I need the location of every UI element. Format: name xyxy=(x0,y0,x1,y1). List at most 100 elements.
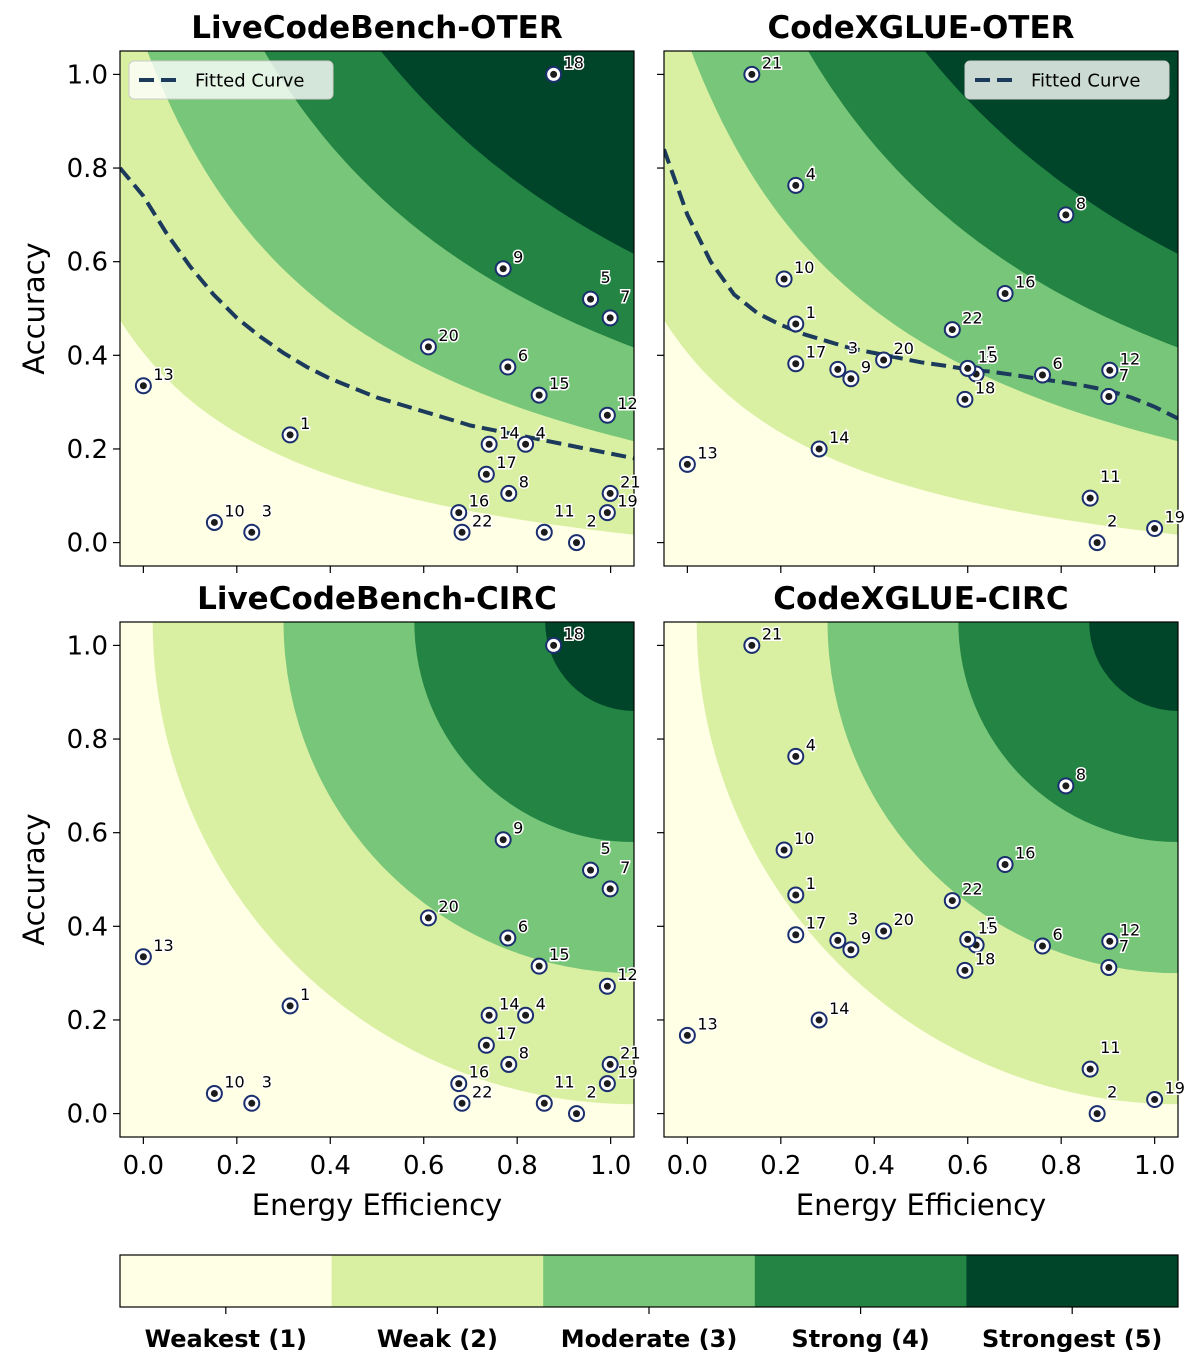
y-tick-label: 1.0 xyxy=(67,60,108,90)
data-point-label: 1 xyxy=(806,303,816,322)
data-point-label: 17 xyxy=(496,453,516,472)
data-point-label: 3 xyxy=(848,909,858,928)
data-point-label: 8 xyxy=(1076,194,1086,213)
data-point: 16 xyxy=(450,490,491,522)
data-point: 17 xyxy=(787,912,828,944)
data-point: 16 xyxy=(450,1061,491,1093)
data-point-label: 10 xyxy=(794,258,814,277)
data-point: 2 xyxy=(1088,1081,1119,1123)
data-point-core xyxy=(424,914,432,922)
colorbar: Weakest (1) Weak (2) Moderate (3) Strong (4… xyxy=(119,1254,1179,1353)
data-point: 1 xyxy=(787,301,817,333)
data-point-core xyxy=(139,382,147,390)
data-point-label: 5 xyxy=(601,839,611,858)
axes-frame xyxy=(119,621,635,1138)
data-point-core xyxy=(792,320,800,328)
panel-title: LiveCodeBench-CIRC xyxy=(197,581,557,617)
data-point-core xyxy=(482,470,490,478)
x-tick-label: 0.4 xyxy=(310,1151,351,1181)
data-point-label: 4 xyxy=(536,994,546,1013)
x-tick-label: 0.8 xyxy=(1041,1151,1082,1181)
colorbar-segment xyxy=(754,1255,967,1307)
data-point-core xyxy=(606,314,614,322)
data-point-core xyxy=(587,866,595,874)
data-point-label: 13 xyxy=(697,1014,717,1033)
level-regions xyxy=(664,51,1178,566)
data-point-core xyxy=(683,1031,691,1039)
data-point-core xyxy=(964,935,972,943)
colorbar-segment xyxy=(543,1255,756,1307)
data-point-label: 14 xyxy=(829,999,849,1018)
data-point-core xyxy=(792,181,800,189)
data-point-label: 21 xyxy=(762,624,782,643)
panel-2: CodeXGLUE-OTER12345678910111213141516171… xyxy=(657,10,1186,573)
data-point: 9 xyxy=(842,356,873,388)
level-regions xyxy=(664,622,1178,1137)
data-point-label: 10 xyxy=(224,501,244,520)
data-point: 5 xyxy=(582,838,612,879)
data-point-label: 4 xyxy=(806,735,816,754)
data-point-core xyxy=(505,489,513,497)
data-point-label: 14 xyxy=(499,994,519,1013)
data-point-core xyxy=(535,962,543,970)
data-point-core xyxy=(606,1060,614,1068)
data-point-core xyxy=(1106,937,1114,945)
data-point-core xyxy=(748,70,756,78)
data-point-label: 9 xyxy=(861,929,871,948)
data-point-core xyxy=(550,70,558,78)
x-tick-label: 0.2 xyxy=(216,1151,257,1181)
data-point-label: 14 xyxy=(829,428,849,447)
data-point: 3 xyxy=(829,337,860,378)
data-point-label: 15 xyxy=(549,945,569,964)
data-point-core xyxy=(1001,290,1009,298)
data-point: 10 xyxy=(775,828,816,859)
data-point: 6 xyxy=(499,916,530,947)
data-point-label: 16 xyxy=(1015,844,1035,863)
data-point: 9 xyxy=(842,927,873,959)
data-point-label: 7 xyxy=(620,287,630,306)
data-point-label: 8 xyxy=(1076,765,1086,784)
data-point: 13 xyxy=(134,363,175,395)
data-point: 18 xyxy=(956,948,997,979)
data-point: 1 xyxy=(787,872,817,904)
data-point: 8 xyxy=(1057,763,1088,795)
data-point: 18 xyxy=(956,377,997,408)
data-point-core xyxy=(792,931,800,939)
data-point-core xyxy=(1093,539,1101,547)
axes-frame xyxy=(663,50,1179,567)
data-point-label: 11 xyxy=(554,501,574,520)
axes-frame xyxy=(663,621,1179,1138)
data-point: 21 xyxy=(601,471,642,502)
data-point: 14 xyxy=(480,422,521,453)
data-point-core xyxy=(1062,211,1070,219)
data-point-label: 7 xyxy=(1119,366,1129,385)
data-point-core xyxy=(1093,1110,1101,1118)
legend: Fitted Curve xyxy=(964,60,1170,100)
panel-4: 0.0 0.2 0.4 0.6 0.8 1.0 CodeXGLUE-CIRC Energy E… xyxy=(657,581,1186,1222)
data-point-core xyxy=(780,846,788,854)
colorbar-label: Weak (2) xyxy=(377,1325,498,1353)
data-point-label: 5 xyxy=(986,914,996,933)
data-point-label: 22 xyxy=(962,309,982,328)
data-point-label: 18 xyxy=(564,53,584,72)
y-tick-label: 0.4 xyxy=(67,912,108,942)
data-point-core xyxy=(248,1099,256,1107)
y-tick-label: 1.0 xyxy=(67,631,108,661)
data-point: 13 xyxy=(678,1013,719,1044)
y-tick-label: 0.0 xyxy=(67,529,108,559)
data-point: 2 xyxy=(1088,510,1119,552)
data-point-core xyxy=(792,360,800,368)
data-point-label: 19 xyxy=(1165,508,1185,527)
y-tick-label: 0.6 xyxy=(67,819,108,849)
x-axis-label: Energy Efficiency xyxy=(796,1188,1046,1222)
data-point: 20 xyxy=(875,338,915,369)
level-region-5 xyxy=(924,51,1178,254)
data-point: 9 xyxy=(494,817,525,849)
data-point-core xyxy=(834,365,842,373)
data-point: 11 xyxy=(1081,466,1122,507)
data-point-label: 21 xyxy=(620,472,640,491)
data-point-label: 9 xyxy=(513,248,523,267)
data-point: 10 xyxy=(205,500,246,531)
data-point-label: 13 xyxy=(153,936,173,955)
data-point-label: 15 xyxy=(549,374,569,393)
